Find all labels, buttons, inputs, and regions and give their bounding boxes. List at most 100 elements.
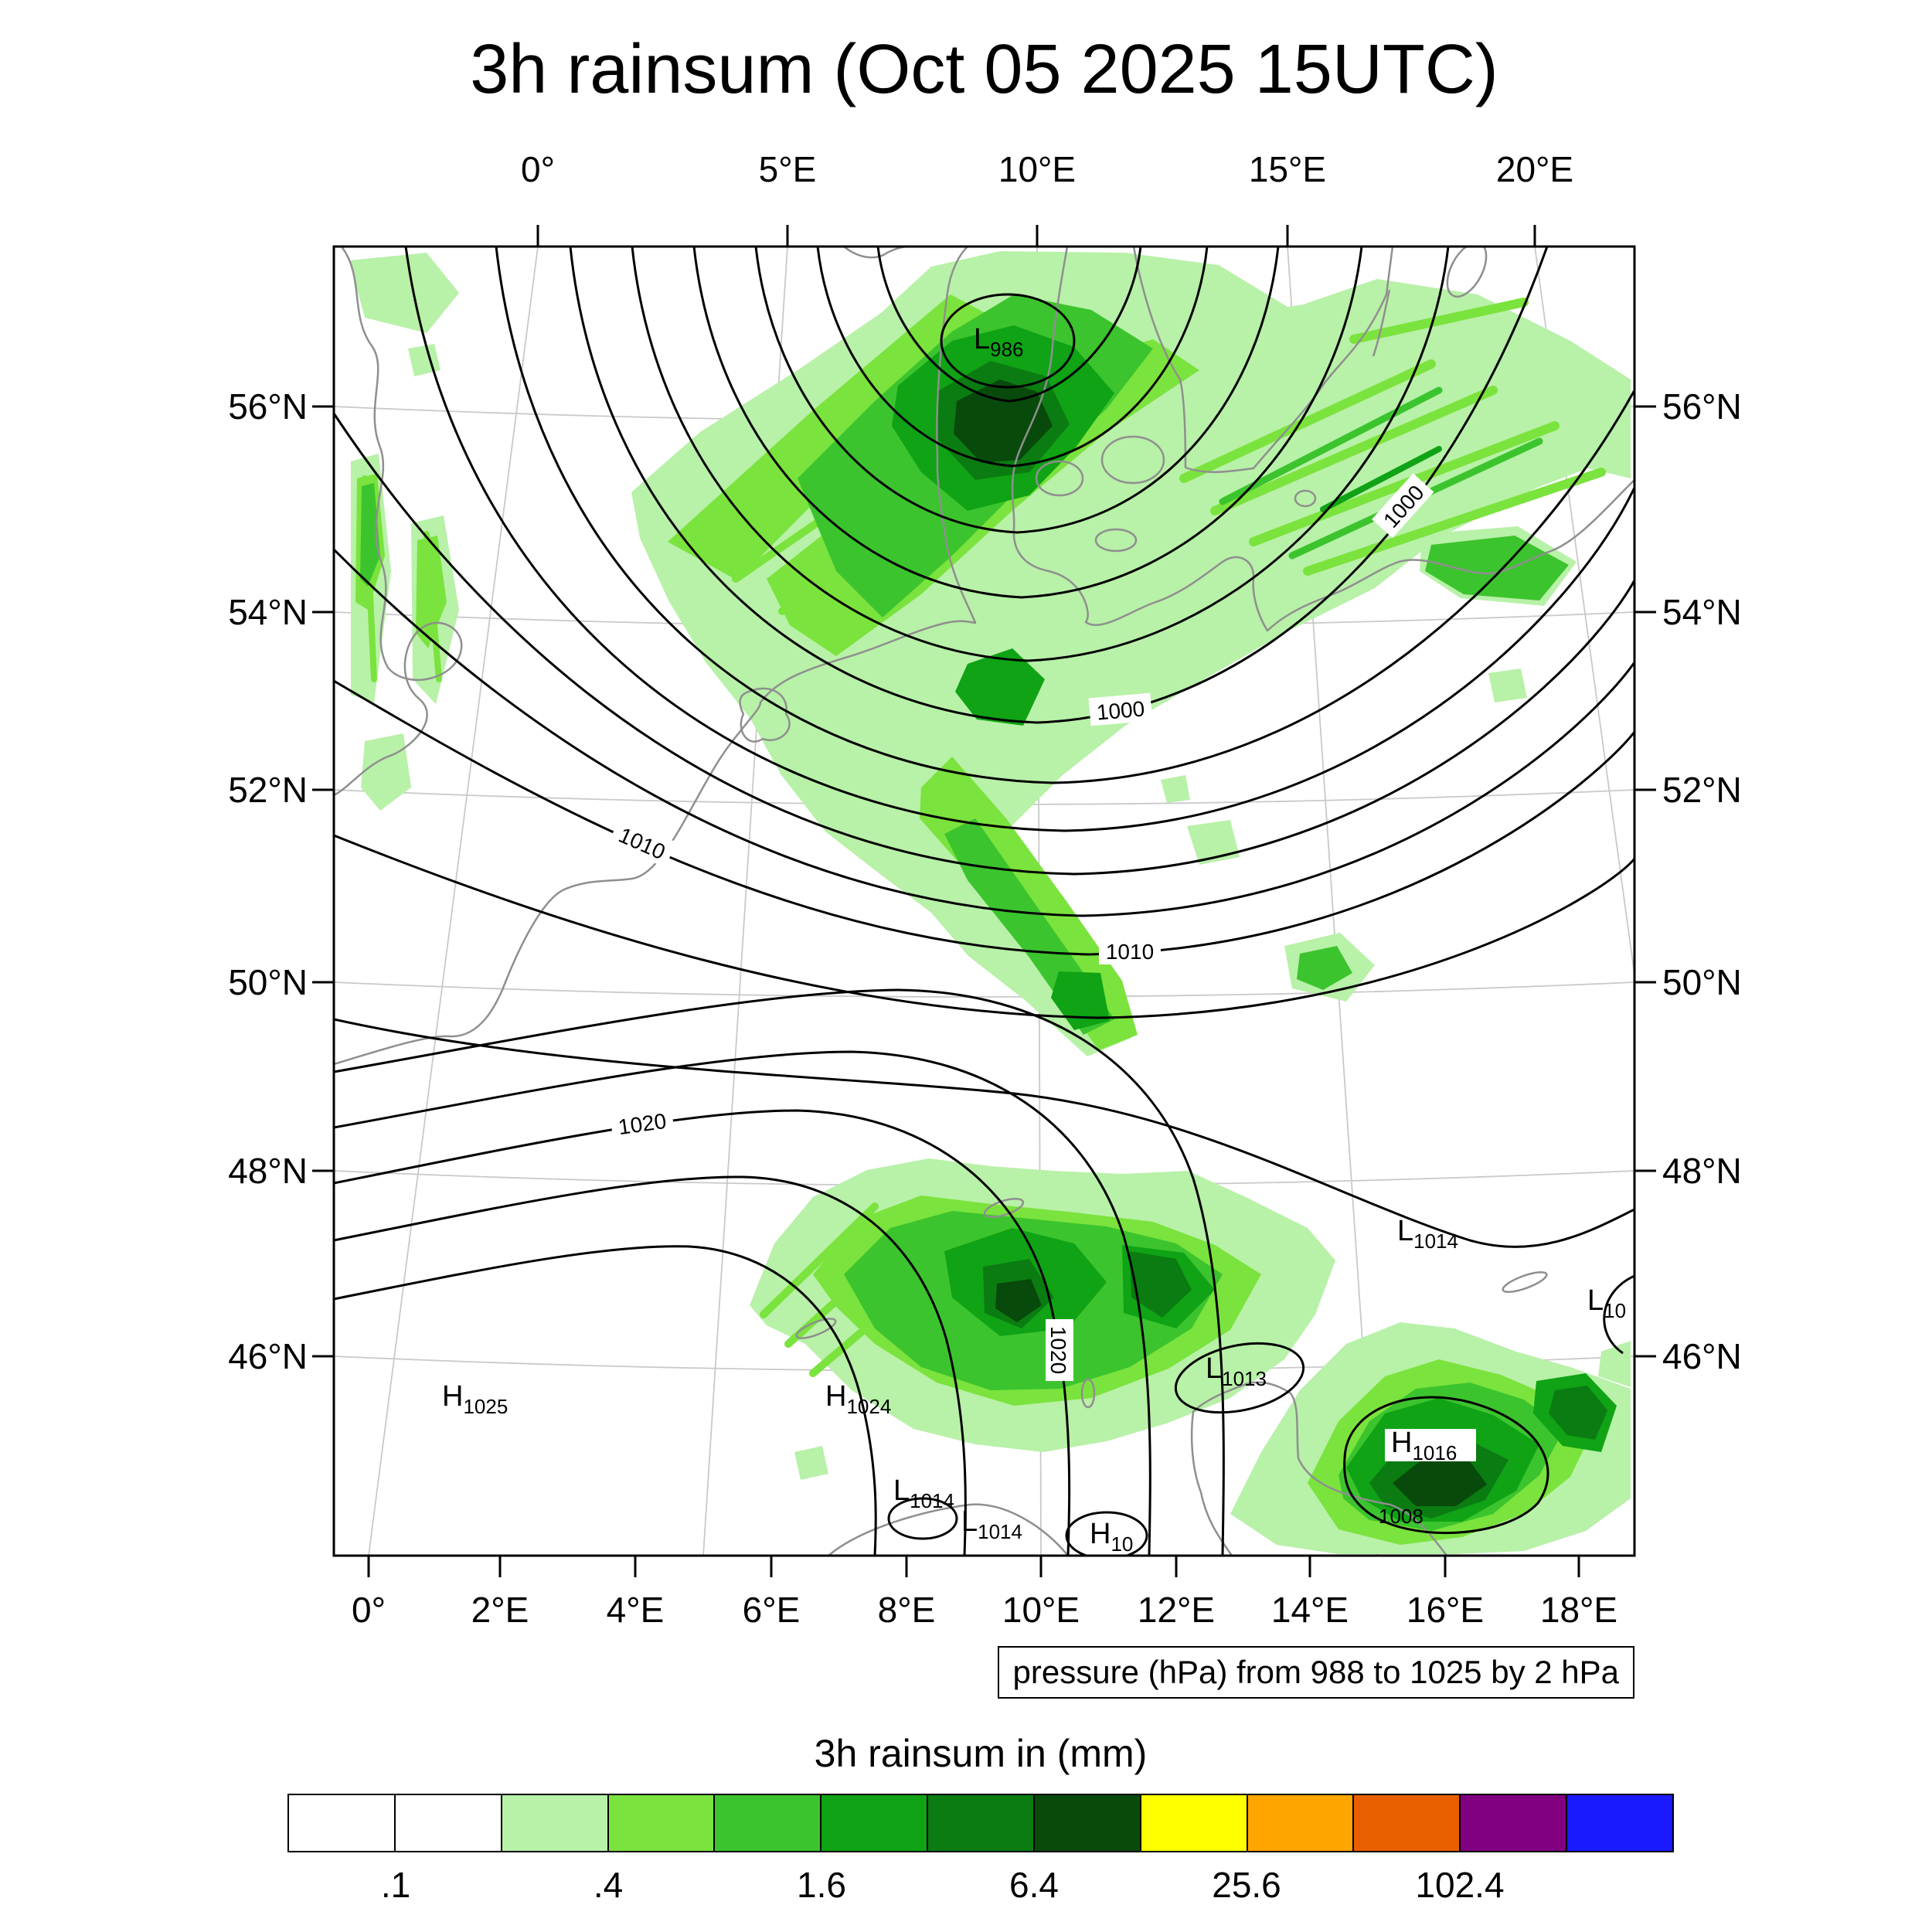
- isobar: [569, 247, 1549, 724]
- contour-label-box: [1372, 473, 1434, 539]
- contour-label-text: 1010: [1106, 940, 1154, 964]
- rain-streak: [1179, 359, 1436, 483]
- isobar: [334, 1175, 967, 1556]
- isobar: [334, 1050, 1151, 1556]
- contour-label-box: [608, 817, 677, 868]
- isobar: [816, 247, 1209, 468]
- isobar: [1065, 1511, 1148, 1556]
- rain-streak: [760, 1202, 879, 1318]
- contour-label-box: [1088, 692, 1153, 726]
- pressure-center-label: L10: [1587, 1284, 1626, 1322]
- contour-label-box: [609, 1104, 675, 1141]
- colorbar-tick-label: 1.6: [797, 1865, 846, 1905]
- axis-label-right-2: 52°N: [1662, 770, 1742, 810]
- axis-label-bottom-0: 0°: [352, 1590, 386, 1630]
- axis-label-right-0: 56°N: [1662, 386, 1742, 427]
- colorbar-cell: [1141, 1795, 1248, 1851]
- axis-label-top-4: 20°E: [1495, 149, 1574, 189]
- isobar: [1343, 1396, 1549, 1535]
- rain-streak: [1210, 386, 1498, 515]
- isobar: [887, 1497, 958, 1540]
- contour-label-text: 1000: [1096, 696, 1146, 724]
- coastline: [1190, 1381, 1448, 1556]
- axis-label-top-2: 10°E: [998, 149, 1077, 189]
- isobar: [334, 1109, 1071, 1556]
- isobar: [334, 413, 1634, 876]
- rain-patch: [954, 379, 1053, 463]
- coastline-island: [1446, 247, 1488, 298]
- rain-patch: [1393, 1452, 1487, 1506]
- axis-label-bottom-4: 8°E: [877, 1590, 936, 1630]
- rain-patch: [408, 344, 440, 376]
- isobar: [334, 988, 1225, 1556]
- isobar: [1603, 1274, 1634, 1355]
- rain-streak: [1303, 468, 1606, 576]
- isobar: [334, 679, 1634, 956]
- axis-label-bottom-2: 4°E: [606, 1590, 665, 1630]
- coastline: [1011, 247, 1634, 632]
- rain-streak: [1219, 386, 1443, 505]
- contour-label-text: 1020: [1046, 1326, 1070, 1374]
- axis-label-bottom-6: 12°E: [1137, 1590, 1216, 1630]
- colorbar-tick-label: .4: [593, 1865, 624, 1905]
- rain-patch: [349, 253, 459, 333]
- colorbar-cell: [821, 1795, 929, 1851]
- colorbar-cell: [502, 1795, 609, 1851]
- colorbar-cell: [1034, 1795, 1141, 1851]
- colorbar-tick-label: .1: [380, 1865, 411, 1905]
- axis-label-top-1: 5°E: [758, 149, 817, 189]
- coastline: [843, 247, 910, 259]
- rain-streak: [1349, 298, 1529, 344]
- rain-patch: [1297, 946, 1352, 990]
- isobar: [334, 1245, 877, 1556]
- pressure-centers: L986 H1025 H1024 L1014 L1013 H1016 L1014…: [442, 323, 1626, 1556]
- axis-label-left-3: 50°N: [228, 962, 308, 1002]
- isobar: [334, 548, 1634, 917]
- isobar: [334, 834, 1634, 1019]
- pressure-center-label: H1024: [825, 1380, 891, 1418]
- contour-label: 1010: [608, 817, 677, 868]
- coastlines: [334, 247, 1634, 1556]
- rain-patch: [1488, 668, 1527, 702]
- pressure-caption: pressure (hPa) from 988 to 1025 by 2 hPa: [997, 1646, 1634, 1699]
- coastline-lake: [1080, 1378, 1096, 1409]
- colorbar-cell: [395, 1795, 502, 1851]
- axis-label-right-1: 54°N: [1662, 592, 1742, 632]
- colorbar-cell: [1247, 1795, 1355, 1851]
- map-frame: [332, 245, 1636, 1557]
- pressure-center-label: H1025: [442, 1380, 508, 1418]
- axis-label-right-5: 46°N: [1662, 1336, 1742, 1376]
- colorbar-cell: [1567, 1795, 1672, 1851]
- axis-label-bottom-7: 14°E: [1270, 1590, 1349, 1630]
- axis-label-top-0: 0°: [521, 149, 555, 189]
- contour-label: 1020: [1046, 1319, 1073, 1381]
- colorbar-cell: [928, 1795, 1035, 1851]
- rain-patch: [995, 1279, 1042, 1322]
- colorbar-tick-label: 25.6: [1212, 1865, 1281, 1905]
- pressure-center-label: L1013: [1206, 1352, 1267, 1390]
- rain-patch: [1051, 971, 1110, 1030]
- pressure-center-label: L986: [974, 323, 1024, 361]
- pressure-annotation: 1008: [1379, 1505, 1423, 1528]
- axis-label-left-4: 48°N: [228, 1151, 308, 1191]
- axis-label-left-1: 54°N: [228, 592, 308, 632]
- rain-patch: [1425, 536, 1569, 600]
- colorbar-cell: [608, 1795, 716, 1851]
- isobar: [876, 247, 1142, 403]
- axis-label-bottom-8: 16°E: [1406, 1590, 1485, 1630]
- svg-text:H1016: H1016: [1391, 1427, 1457, 1464]
- pressure-center-label: H10: [1090, 1518, 1133, 1556]
- coastline: [1199, 1492, 1233, 1556]
- isobar: [631, 247, 1450, 662]
- axis-label-bottom-5: 10°E: [1002, 1590, 1080, 1630]
- isobar: [404, 247, 1634, 832]
- graticule-line: [334, 981, 1634, 998]
- coastline-island: [1094, 528, 1138, 553]
- colorbar-tick-label: 102.4: [1415, 1865, 1505, 1905]
- contour-label-box: [1099, 937, 1161, 964]
- coastline: [1132, 247, 1394, 474]
- axis-label-bottom-1: 2°E: [471, 1590, 529, 1630]
- axis-label-bottom-9: 18°E: [1539, 1590, 1618, 1630]
- coastline-lake: [739, 687, 791, 743]
- colorbar-tick-label: 6.4: [1009, 1865, 1059, 1905]
